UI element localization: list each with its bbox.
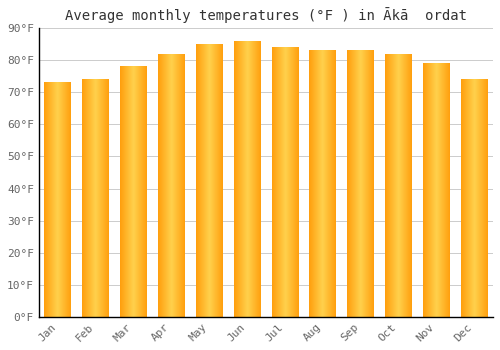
Title: Average monthly temperatures (°F ) in Ākā  ordat: Average monthly temperatures (°F ) in Āk…: [65, 7, 467, 23]
